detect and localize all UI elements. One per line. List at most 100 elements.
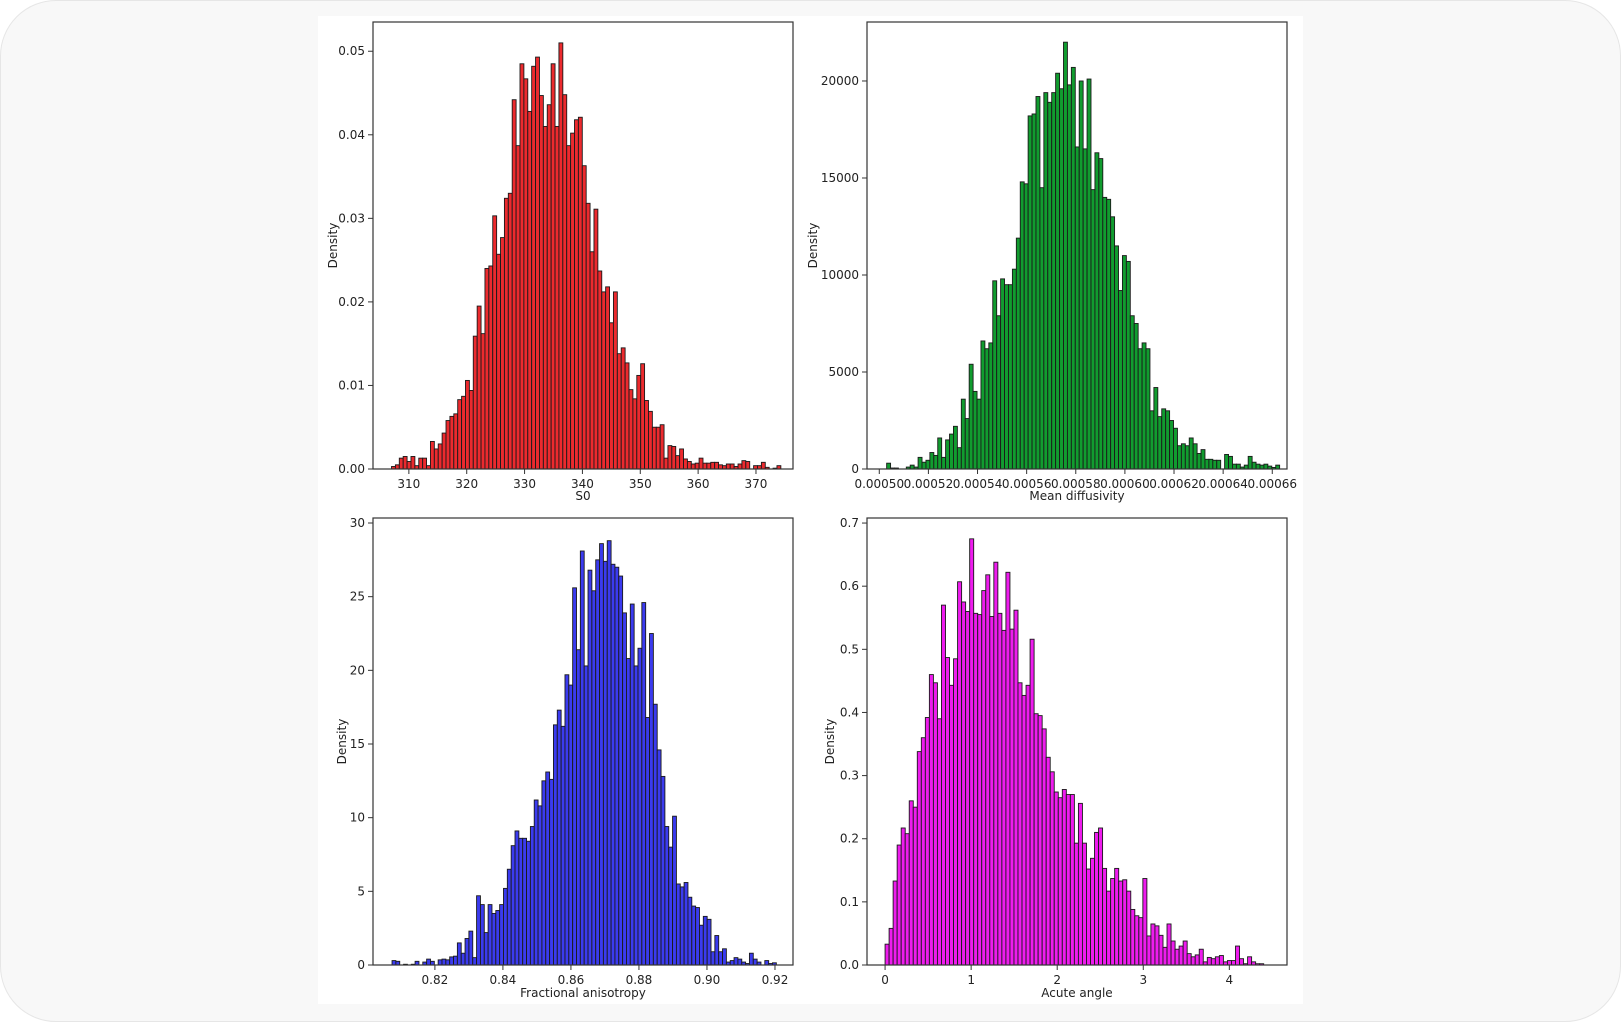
histogram-bar <box>1069 794 1075 966</box>
x-tick-label: 0.00066 <box>1247 477 1297 491</box>
x-tick-label: 340 <box>571 477 594 491</box>
histogram-bar <box>476 895 481 966</box>
histogram-bar <box>687 896 693 966</box>
histogram-bar <box>1008 284 1013 470</box>
histogram-bar <box>714 461 720 470</box>
histogram-bar <box>507 192 513 470</box>
histogram-bar <box>402 456 408 470</box>
histogram-bar <box>965 610 971 966</box>
histogram-bar <box>429 440 435 470</box>
histogram-bar <box>589 251 595 470</box>
histogram-bar <box>577 116 583 470</box>
x-tick-label: 0.00062 <box>1149 477 1199 491</box>
x-tick-label: 0.00058 <box>1051 477 1101 491</box>
histogram-bar <box>648 410 653 470</box>
y-tick-label: 10 <box>350 811 365 825</box>
histogram-bar <box>468 390 474 470</box>
histogram-bar <box>453 955 458 966</box>
histogram-bar <box>526 840 531 966</box>
histogram-bar <box>476 305 482 470</box>
y-tick-label: 0.02 <box>338 295 365 309</box>
histogram-bar <box>460 952 466 966</box>
histogram-bar <box>729 960 735 966</box>
histogram-bar <box>560 725 566 966</box>
histogram-mean-diffusivity: 0.00050 0.00052 0.00054 0.00056 0.00058 0.000… <box>806 21 1297 503</box>
axes-frame <box>866 21 1288 470</box>
histogram-bar <box>394 464 400 470</box>
histogram-bar <box>1023 183 1029 470</box>
histogram-bar <box>566 145 572 470</box>
histogram-bar <box>1153 387 1159 470</box>
histogram-bar <box>1047 101 1053 470</box>
histogram-bar <box>1157 416 1163 470</box>
histogram-bar <box>1070 66 1076 470</box>
histogram-bar <box>1078 80 1084 470</box>
histogram-bar <box>1169 420 1174 470</box>
y-axis-label: Density <box>806 223 820 269</box>
histogram-bar <box>997 612 1003 966</box>
histogram-bar <box>667 445 673 470</box>
histogram-bar <box>1247 956 1253 966</box>
histogram-bar <box>574 119 579 470</box>
histogram-bar <box>542 125 548 470</box>
histogram-bar <box>649 633 654 966</box>
x-tick-label: 310 <box>397 477 420 491</box>
axes-frame <box>372 21 794 470</box>
histogram-bar <box>564 674 570 966</box>
histogram-bar <box>1182 940 1188 966</box>
histogram-bar <box>1045 756 1051 966</box>
histogram-bar <box>1226 960 1232 966</box>
histogram-bar <box>552 724 558 966</box>
histogram-bar <box>1216 459 1222 470</box>
histogram-bar <box>632 398 638 470</box>
histogram-bar <box>1186 953 1192 966</box>
histogram-bar <box>733 957 739 966</box>
histogram-bar <box>539 95 544 470</box>
y-axis-label: Density <box>326 223 340 269</box>
histogram-bar <box>1200 449 1206 470</box>
histogram-bar <box>1228 455 1233 470</box>
histogram-acute-angle: 0 1 2 3 4 0.0 0.1 0.2 0.3 0.4 0.5 0.6 0.7 Acute angle… <box>823 516 1288 1000</box>
histogram-bar <box>956 447 962 470</box>
y-tick-label: 0.04 <box>338 128 365 142</box>
histogram-bar <box>663 457 669 470</box>
histogram-bar <box>1102 867 1108 966</box>
axes-frame <box>866 517 1288 966</box>
histogram-bar <box>1158 934 1164 966</box>
histogram-bar <box>953 658 959 966</box>
histogram-bar <box>602 560 608 966</box>
histogram-bar <box>1066 84 1072 470</box>
histogram-bar <box>1231 960 1236 966</box>
histogram-bar <box>1165 410 1171 470</box>
histogram-bar <box>1126 890 1132 966</box>
histogram-bar <box>1005 571 1011 966</box>
y-tick-label: 0 <box>357 958 365 972</box>
histogram-bar <box>925 459 931 470</box>
histogram-bar <box>1218 955 1224 966</box>
histogram-bar <box>741 460 747 470</box>
histogram-bar <box>618 575 624 966</box>
histogram-bar <box>691 905 697 966</box>
histogram-bar <box>702 462 708 470</box>
histogram-bar <box>606 540 612 966</box>
histogram-bar <box>511 99 517 470</box>
histogram-bar <box>1106 198 1112 470</box>
x-tick-label: 0.88 <box>626 973 653 987</box>
histogram-bar <box>679 886 685 966</box>
histogram-bar <box>541 780 547 966</box>
histogram-bar <box>924 717 930 966</box>
histogram-bar <box>1031 113 1037 470</box>
histogram-bar <box>614 566 620 966</box>
histogram-bar <box>491 912 497 966</box>
histogram-bar <box>456 942 462 966</box>
histogram-bar <box>718 951 723 966</box>
histogram-bar <box>683 882 689 966</box>
histogram-bar <box>989 616 995 966</box>
histogram-bar <box>514 830 520 966</box>
histogram-bar <box>437 443 443 470</box>
histogram-bar <box>1043 92 1049 470</box>
histogram-bar <box>659 424 665 470</box>
histogram-bar <box>426 958 431 966</box>
histogram-bar <box>981 590 987 966</box>
histogram-bar <box>722 948 727 966</box>
